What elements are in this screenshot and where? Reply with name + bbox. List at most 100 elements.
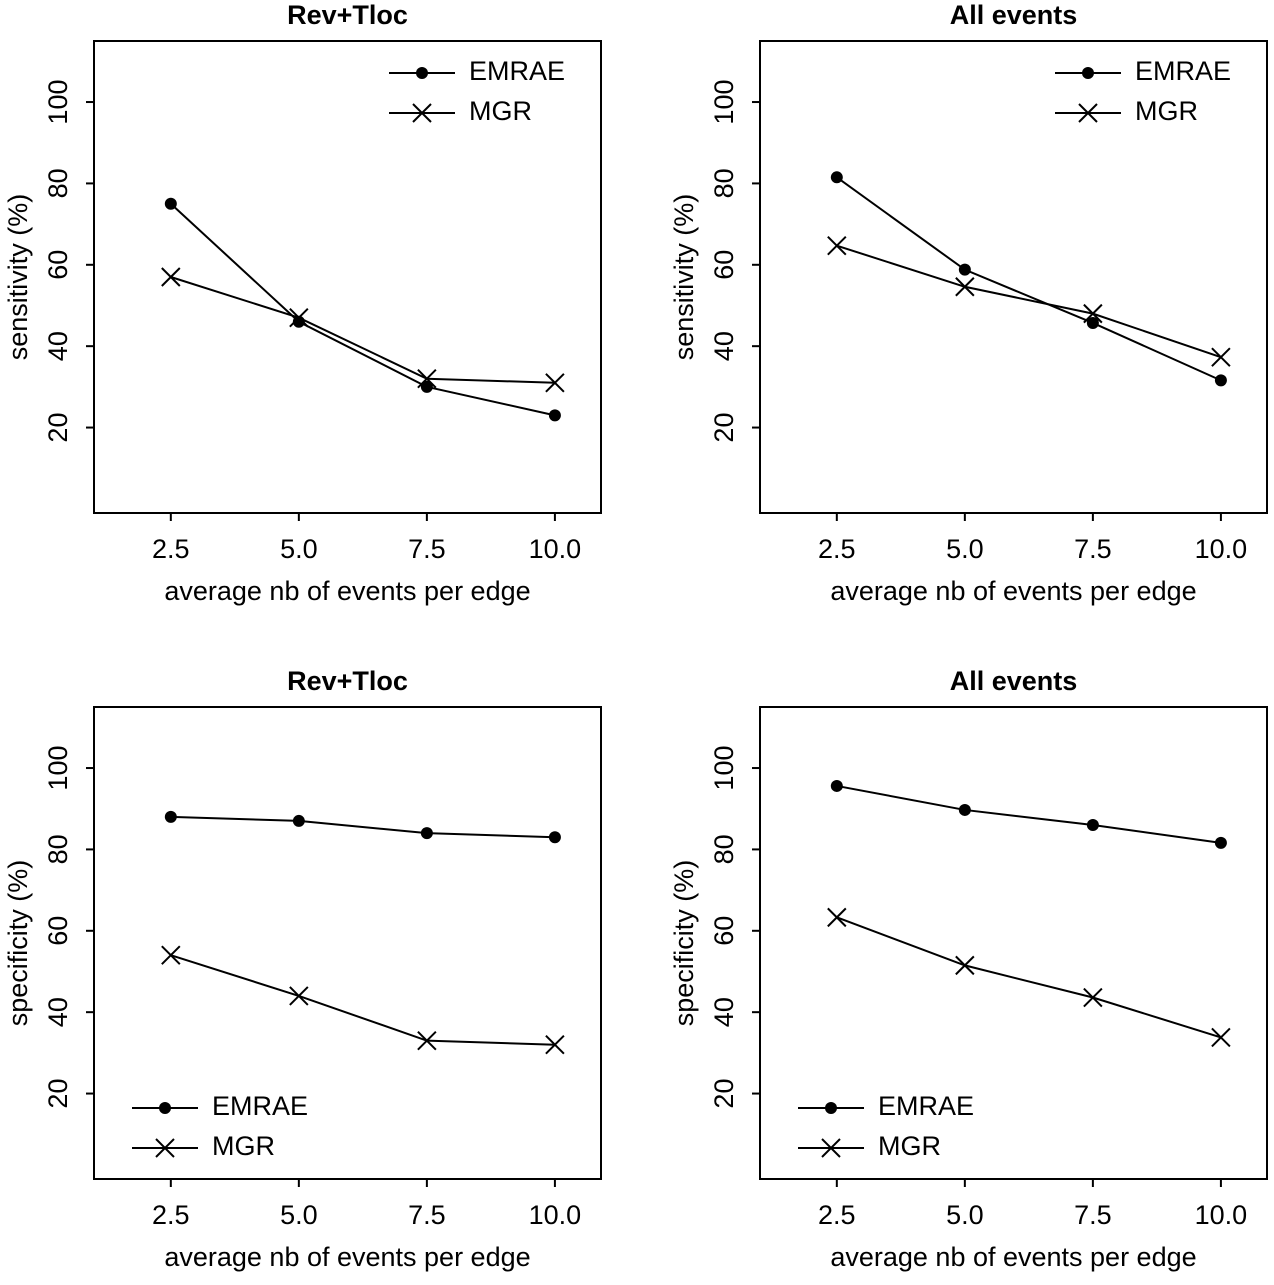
point <box>1211 347 1231 367</box>
x-tick-label: 2.5 <box>152 534 190 564</box>
y-tick-label: 100 <box>709 80 739 125</box>
y-tick-label: 80 <box>43 168 73 198</box>
point <box>1086 316 1099 329</box>
point <box>164 810 177 823</box>
y-tick-label: 40 <box>43 331 73 361</box>
x-axis-label: average nb of events per edge <box>830 1242 1196 1272</box>
point <box>161 267 181 287</box>
point <box>1083 987 1103 1008</box>
legend-marker <box>159 1102 171 1114</box>
legend-marker <box>1078 103 1098 123</box>
y-tick-label: 60 <box>43 250 73 280</box>
legend-label: MGR <box>1135 96 1198 126</box>
plot-frame <box>759 706 1268 1180</box>
chart-title: Rev+Tloc <box>287 0 408 30</box>
y-tick-label: 20 <box>43 1079 73 1109</box>
point <box>1211 1027 1231 1048</box>
x-tick-label: 7.5 <box>1074 534 1112 564</box>
legend-label: MGR <box>212 1131 275 1161</box>
y-tick-label: 40 <box>43 997 73 1027</box>
series-line <box>836 784 1222 844</box>
point <box>830 779 843 792</box>
y-axis-label: sensitivity (%) <box>3 194 33 361</box>
point <box>545 1035 565 1055</box>
x-axis-label: average nb of events per edge <box>164 576 530 606</box>
point <box>548 831 561 844</box>
point <box>1083 303 1103 324</box>
y-axis-label: specificity (%) <box>3 860 33 1027</box>
x-tick-label: 7.5 <box>408 1200 446 1230</box>
legend-label: MGR <box>469 96 532 126</box>
point <box>417 1030 437 1051</box>
point <box>1214 374 1227 387</box>
x-axis-label: average nb of events per edge <box>164 1242 530 1272</box>
point <box>292 814 305 827</box>
point <box>420 827 433 840</box>
point <box>420 380 433 393</box>
series-line <box>836 176 1222 382</box>
plot-frame <box>759 40 1268 514</box>
y-tick-label: 60 <box>709 916 739 946</box>
x-tick-label: 7.5 <box>1074 1200 1112 1230</box>
y-tick-label: 40 <box>709 997 739 1027</box>
point <box>548 409 561 422</box>
x-tick-label: 2.5 <box>152 1200 190 1230</box>
point <box>545 373 565 393</box>
y-axis-label: specificity (%) <box>669 860 699 1027</box>
legend-label: EMRAE <box>1135 56 1231 86</box>
series-line <box>170 954 555 1046</box>
legend-marker <box>825 1102 837 1114</box>
legend-label: EMRAE <box>469 56 565 86</box>
point <box>164 197 177 210</box>
point <box>289 307 309 328</box>
x-tick-label: 5.0 <box>946 534 984 564</box>
point <box>161 945 181 965</box>
x-tick-label: 7.5 <box>408 534 446 564</box>
series-line <box>170 276 555 384</box>
y-tick-label: 100 <box>709 746 739 791</box>
x-tick-label: 2.5 <box>818 1200 856 1230</box>
point <box>827 907 847 928</box>
y-tick-label: 60 <box>43 916 73 946</box>
x-axis-label: average nb of events per edge <box>830 576 1196 606</box>
x-tick-label: 5.0 <box>946 1200 984 1230</box>
x-tick-label: 5.0 <box>280 534 318 564</box>
y-tick-label: 60 <box>709 250 739 280</box>
series-line <box>170 203 556 417</box>
y-tick-label: 100 <box>43 746 73 791</box>
point <box>958 803 971 816</box>
x-tick-label: 2.5 <box>818 534 856 564</box>
series-line <box>170 815 555 839</box>
point <box>830 171 843 184</box>
point <box>955 955 975 976</box>
legend-marker <box>416 67 428 79</box>
y-tick-label: 80 <box>709 834 739 864</box>
chart-title: Rev+Tloc <box>287 666 408 696</box>
legend-label: MGR <box>878 1131 941 1161</box>
legend-marker <box>821 1138 841 1158</box>
x-tick-label: 5.0 <box>280 1200 318 1230</box>
y-tick-label: 100 <box>43 80 73 125</box>
point <box>827 235 847 256</box>
point <box>958 263 971 276</box>
x-tick-label: 10.0 <box>529 534 582 564</box>
y-tick-label: 20 <box>43 413 73 443</box>
y-tick-label: 20 <box>709 413 739 443</box>
plot-frame <box>93 706 602 1180</box>
legend-marker <box>1082 67 1094 79</box>
y-tick-label: 40 <box>709 331 739 361</box>
x-tick-label: 10.0 <box>529 1200 582 1230</box>
legend-marker <box>155 1138 175 1158</box>
legend-marker <box>412 103 432 123</box>
y-tick-label: 20 <box>709 1079 739 1109</box>
point <box>1086 819 1099 831</box>
y-tick-label: 80 <box>43 834 73 864</box>
legend-label: EMRAE <box>878 1091 974 1121</box>
legend-label: EMRAE <box>212 1091 308 1121</box>
series-line <box>836 244 1222 359</box>
chart-title: All events <box>950 0 1078 30</box>
point <box>289 986 309 1006</box>
x-tick-label: 10.0 <box>1195 1200 1248 1230</box>
chart-title: All events <box>950 666 1078 696</box>
